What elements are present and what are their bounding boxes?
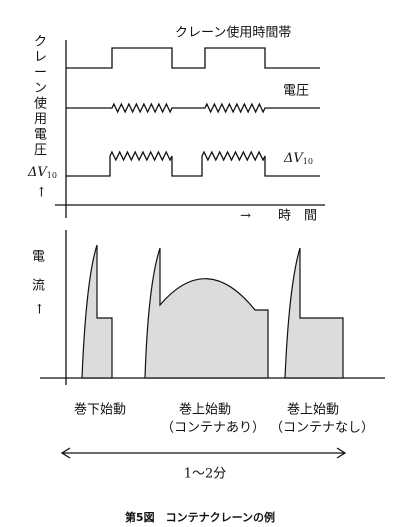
x-arrow: → (240, 209, 251, 224)
voltage-line (66, 102, 320, 114)
caption: 第5図 コンテナクレーンの例 (125, 510, 275, 524)
delta-v-label: ΔV10 (283, 151, 313, 167)
y-label-char: ン (34, 81, 47, 96)
symbol: ΔV (27, 165, 48, 180)
y-label-char: レ (34, 50, 47, 65)
y-label-char: ク (34, 35, 47, 50)
subscript: 10 (303, 157, 313, 166)
y-symbol: ΔV10 (27, 165, 57, 181)
usage-label: クレーン使用時間帯 (175, 25, 291, 41)
phase-label: 巻下始動 (74, 403, 126, 418)
usage-line (66, 47, 320, 69)
x-label: 時 間 (278, 209, 317, 224)
delta-v-line (66, 150, 320, 177)
y-arrow: ↑ (34, 303, 45, 318)
duration: 1～2分 (184, 467, 227, 482)
y-label-char: 使 (34, 96, 47, 112)
duration-arrow (60, 447, 347, 459)
current-shape (81, 244, 113, 379)
phase-label: 巻上始動 (287, 403, 339, 418)
y-label: 流 (32, 279, 45, 294)
y-label-char: 電 (34, 128, 47, 143)
symbol: ΔV (283, 151, 304, 166)
phase-note: （コンテナあり） (161, 421, 265, 436)
subscript: 10 (47, 171, 57, 180)
y-label-char: 用 (34, 112, 47, 127)
y-label: 電 (32, 250, 45, 265)
phase-note: （コンテナなし） (270, 421, 374, 436)
voltage-label: 電圧 (283, 84, 309, 99)
y-label-char: 圧 (34, 143, 47, 158)
y-label-char: ー (34, 66, 47, 81)
current-shape (284, 247, 344, 379)
current-shape (144, 247, 269, 379)
phase-label: 巻上始動 (179, 403, 231, 418)
y-arrow: ↑ (36, 186, 47, 201)
